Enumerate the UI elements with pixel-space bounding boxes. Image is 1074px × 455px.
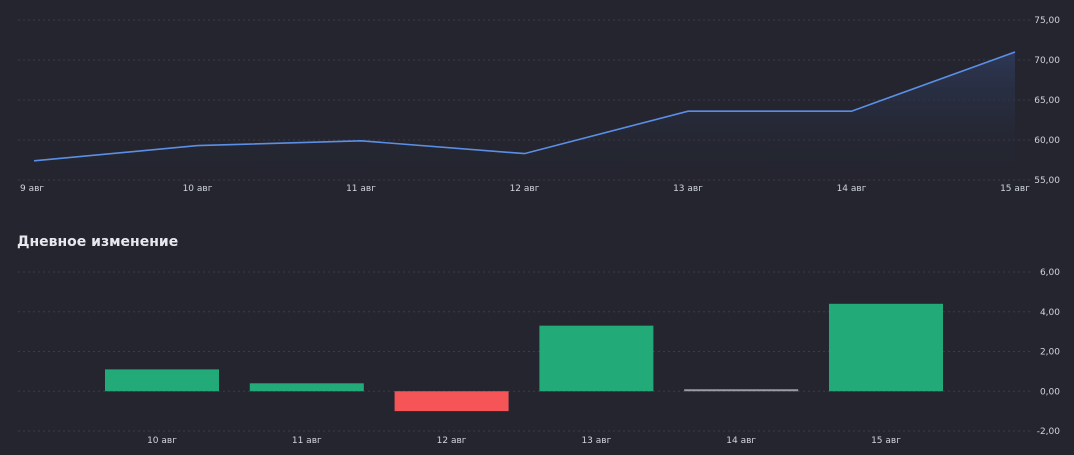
change-y-tick-label: 6,00 — [1040, 268, 1060, 278]
change-y-tick-label: 4,00 — [1040, 308, 1060, 318]
change-bar — [684, 389, 799, 392]
change-x-tick-label: 13 авг — [581, 436, 611, 446]
price-x-tick-label: 13 авг — [673, 184, 703, 194]
price-y-tick-label: 75,00 — [1034, 16, 1060, 26]
price-x-tick-label: 14 авг — [837, 184, 867, 194]
change-x-tick-label: 12 авг — [437, 436, 467, 446]
price-y-tick-label: 60,00 — [1034, 136, 1060, 146]
price-y-tick-label: 70,00 — [1034, 56, 1060, 66]
change-bar — [829, 303, 943, 392]
price-y-tick-label: 65,00 — [1034, 96, 1060, 106]
daily-change-title: Дневное изменение — [17, 234, 179, 250]
change-y-tick-label: 0,00 — [1040, 387, 1060, 397]
price-x-tick-label: 11 авг — [346, 184, 376, 194]
change-bar — [105, 369, 219, 392]
price-x-tick-label: 15 авг — [1000, 184, 1030, 194]
change-y-tick-label: 2,00 — [1040, 348, 1060, 358]
price-area-chart: 55,00 60,00 65,00 70,00 75,00 9 авг 10 авг 11 а… — [18, 16, 1060, 194]
change-x-tick-label: 14 авг — [726, 436, 756, 446]
price-x-tick-label: 10 авг — [183, 184, 213, 194]
change-x-tick-label: 10 авг — [147, 436, 177, 446]
change-bar — [539, 325, 654, 392]
price-x-tick-label: 12 авг — [510, 184, 540, 194]
price-x-tick-label: 9 авг — [20, 184, 44, 194]
change-bar — [394, 391, 509, 412]
price-area-fill — [34, 52, 1015, 180]
change-x-tick-label: 15 авг — [871, 436, 901, 446]
change-bar — [249, 383, 364, 392]
change-x-tick-label: 11 авг — [292, 436, 322, 446]
price-y-tick-label: 55,00 — [1034, 176, 1060, 186]
change-y-tick-label: -2,00 — [1037, 427, 1061, 437]
